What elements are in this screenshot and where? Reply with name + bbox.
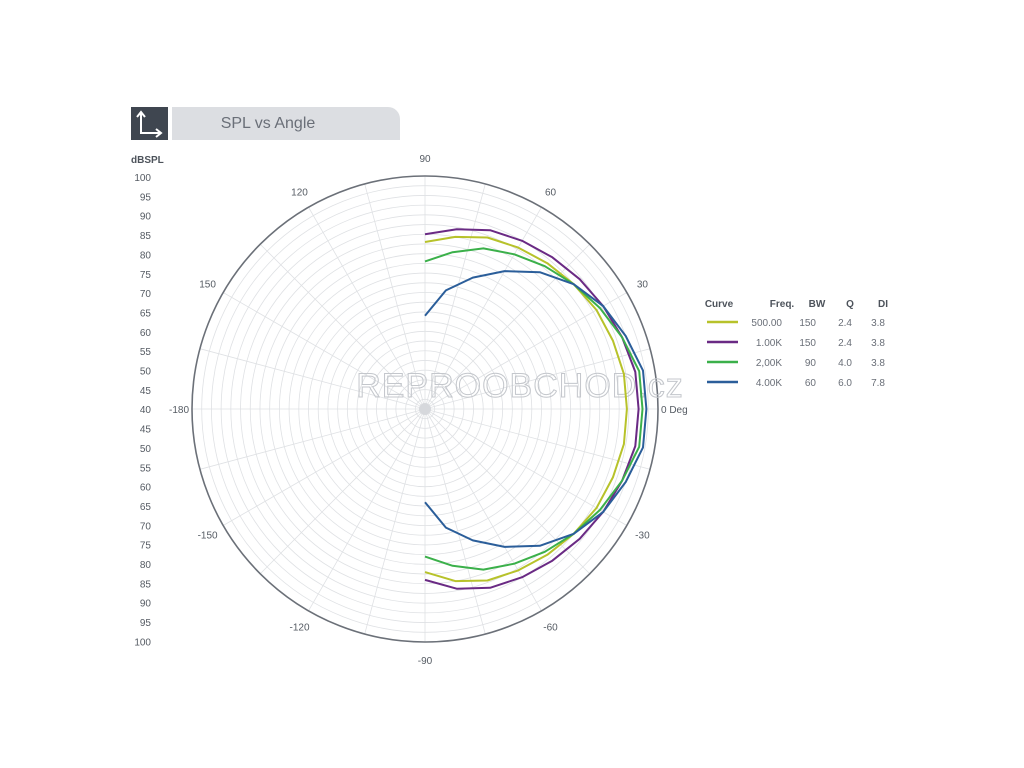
radial-axis-label: dBSPL [131,155,164,166]
legend-cell: 2.4 [838,338,852,349]
outer-ring [191,175,659,643]
legend-cell: 3.8 [871,338,885,349]
grid-spoke [308,408,426,611]
radial-tick-label: 55 [140,347,152,358]
angle-label: -30 [635,531,650,542]
radial-tick-label: 40 [140,405,152,416]
radial-tick-label: 75 [140,541,152,552]
angle-labels: 0 Deg 30 60 90 120 150 -180 -150 -120 -90 -60 -30 [169,154,688,667]
angle-label: -150 [198,531,218,542]
angle-label: 0 Deg [661,405,688,416]
grid-spoke [223,408,426,526]
angle-label: -180 [169,405,189,416]
radial-tick-label: 65 [140,502,152,513]
angle-label: -120 [289,622,309,633]
grid-spoke [223,292,426,410]
angle-label: -60 [543,622,558,633]
grid-spoke [424,183,486,410]
radial-ticks: dBSPL 100 95 90 85 80 75 70 65 60 55 50 45 40 45 50 55 60… [131,155,164,648]
radial-tick-label: 90 [140,212,152,223]
angle-label: 90 [419,154,431,165]
grid-spoke [424,292,627,410]
grid-spoke [259,243,426,410]
legend-cell: 4.00K [756,378,782,389]
legend-cell: 150 [799,318,816,329]
series-layer [424,228,648,590]
legend-cell: 7.8 [871,378,885,389]
legend-cell: 60 [805,378,817,389]
radial-tick-label: 95 [140,618,152,629]
chart-header: SPL vs Angle [131,107,400,140]
radial-tick-label: 65 [140,309,152,320]
grid-spoke [424,408,651,470]
grid-spoke [424,348,651,410]
grid-spoke [424,243,591,410]
watermark: REPROOBCHOD.cz [356,367,684,406]
grid-spoke [259,408,426,575]
series-line-2 [424,228,640,590]
legend-header: Freq. [770,299,795,310]
legend-cell: 2,00K [756,358,782,369]
angle-label: 120 [291,188,308,199]
angle-label: -90 [418,656,433,667]
grid-spoke [308,207,426,410]
series-line-1 [424,235,628,583]
legend-cell: 150 [799,338,816,349]
legend-cell: 500.00 [751,318,782,329]
legend-cell: 3.8 [871,318,885,329]
legend-header: DI [878,299,888,310]
radial-tick-label: 90 [140,599,152,610]
center-hub [419,403,431,415]
grid-spoke [424,408,591,575]
legend-cell: 2.4 [838,318,852,329]
angle-label: 60 [545,188,557,199]
radial-tick-label: 70 [140,289,152,300]
legend-cell: 6.0 [838,378,852,389]
grid-spoke [199,408,426,470]
radial-tick-label: 100 [134,173,151,184]
radial-tick-label: 75 [140,270,152,281]
axes-icon [131,107,168,140]
radial-tick-label: 85 [140,579,152,590]
angle-label: 150 [199,280,216,291]
radial-tick-label: 80 [140,250,152,261]
radial-tick-label: 85 [140,231,152,242]
grid-spoke [364,183,426,410]
grid-spoke [424,408,627,526]
radial-tick-label: 95 [140,192,152,203]
legend-cell: 90 [805,358,817,369]
grid-spoke [424,408,486,635]
legend-header: Curve [705,299,734,310]
radial-tick-label: 100 [134,637,151,648]
angle-label: 30 [637,280,649,291]
radial-tick-label: 60 [140,483,152,494]
radial-tick-label: 70 [140,521,152,532]
radial-tick-label: 45 [140,425,152,436]
radial-tick-label: 45 [140,386,152,397]
radial-tick-label: 60 [140,328,152,339]
legend-header: BW [809,299,826,310]
chart-title: SPL vs Angle [220,115,316,132]
radial-tick-label: 80 [140,560,152,571]
legend-cell: 3.8 [871,358,885,369]
series-line-3 [424,247,644,571]
grid-spoke [199,348,426,410]
grid-spoke [364,408,426,635]
legend-header: Q [846,299,854,310]
watermark-text: REPROOBCHOD.cz [356,367,684,405]
radial-tick-label: 50 [140,367,152,378]
chart-title-bar: SPL vs Angle [172,107,400,140]
radial-tick-label: 50 [140,444,152,455]
polar-grid [191,175,659,643]
series-line-4 [424,270,648,548]
legend-cell: 1.00K [756,338,782,349]
legend-cell: 4.0 [838,358,852,369]
radial-tick-label: 55 [140,463,152,474]
legend: Curve Freq. BW Q DI 500.00 150 2.4 3.8 1.00K 150 2.… [705,299,888,389]
